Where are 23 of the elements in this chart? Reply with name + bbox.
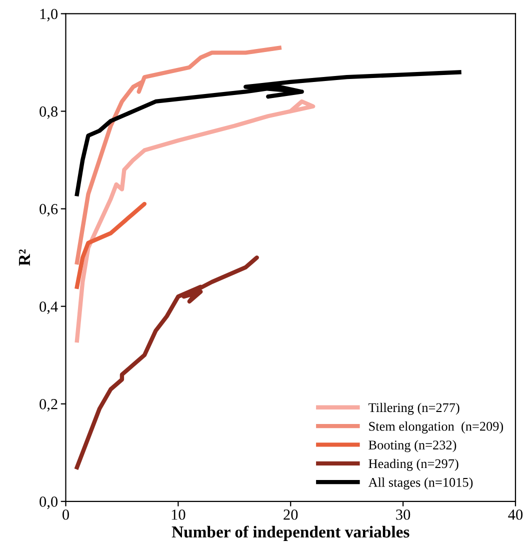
- legend-label: Booting (n=232): [368, 440, 456, 452]
- legend-label: All stages (n=1015): [368, 478, 473, 490]
- x-tick-label: 20: [284, 510, 298, 520]
- y-tick-label: 0,4: [40, 301, 58, 314]
- y-tick-label: 0,2: [40, 399, 58, 412]
- line-series: [74, 46, 282, 265]
- y-tick-label: 0,0: [40, 496, 58, 510]
- x-axis-title: Number of independent variables: [172, 526, 410, 541]
- x-tick-label: 10: [172, 510, 186, 520]
- x-tick-label: 30: [396, 510, 410, 520]
- line-series: [74, 202, 147, 289]
- legend-label: Heading (n=297): [368, 458, 458, 471]
- legend-label: Stem elongation (n=209): [369, 422, 504, 434]
- line-series: [74, 70, 462, 196]
- y-axis-title: R²: [18, 249, 30, 266]
- line-series: [74, 255, 259, 470]
- y-tick-label: 1,0: [40, 8, 58, 22]
- x-tick-label: 0: [62, 510, 69, 520]
- x-tick-label: 40: [508, 510, 523, 520]
- legend-label: Tillering (n=277): [368, 402, 460, 415]
- y-tick-label: 0,6: [40, 204, 58, 216]
- line-series: [74, 99, 316, 343]
- y-tick-label: 0,8: [40, 106, 58, 119]
